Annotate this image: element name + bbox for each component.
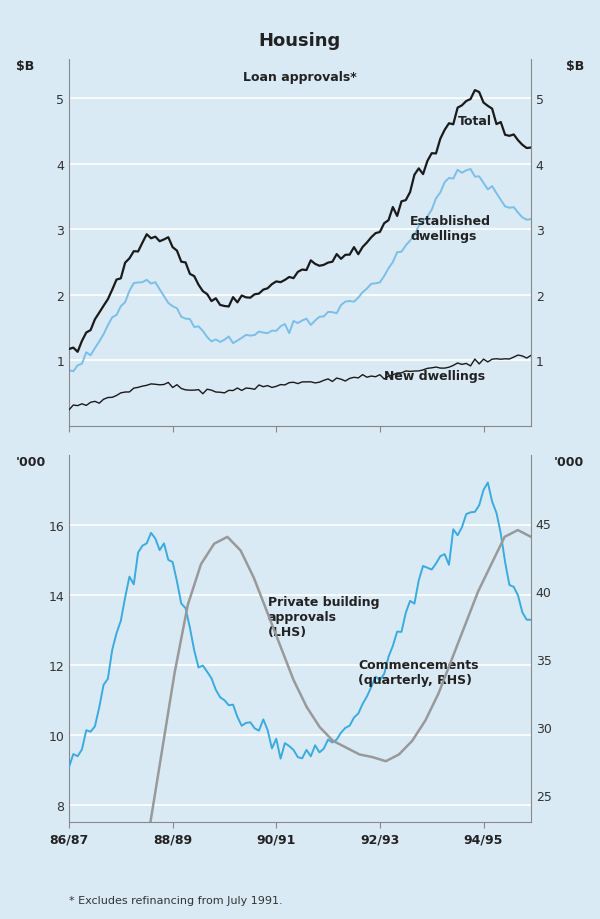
Text: $B: $B (566, 60, 584, 73)
Text: * Excludes refinancing from July 1991.: * Excludes refinancing from July 1991. (69, 895, 283, 905)
Text: Loan approvals*: Loan approvals* (243, 71, 357, 84)
Text: '000: '000 (554, 456, 584, 469)
Text: '000: '000 (16, 456, 46, 469)
Text: Total: Total (458, 115, 491, 129)
Text: Established
dwellings: Established dwellings (410, 215, 491, 243)
Text: Private building
approvals
(LHS): Private building approvals (LHS) (268, 596, 379, 639)
Text: Commencements
(quarterly, RHS): Commencements (quarterly, RHS) (358, 658, 479, 686)
Text: New dwellings: New dwellings (384, 369, 485, 382)
Text: $B: $B (16, 60, 34, 73)
Text: Housing: Housing (259, 32, 341, 51)
